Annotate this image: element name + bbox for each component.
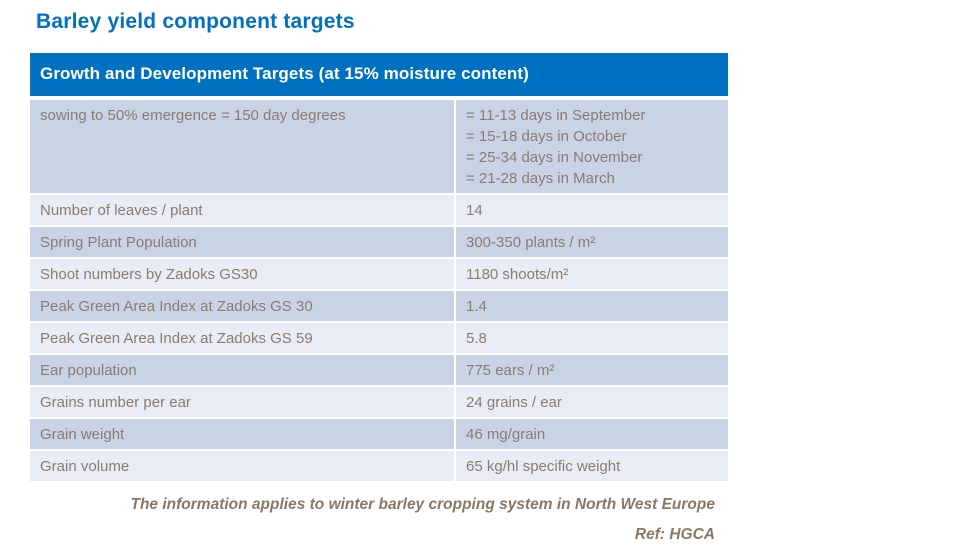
row-label-cell: Grains number per ear (30, 387, 454, 417)
row-label-cell: Number of leaves / plant (30, 195, 454, 225)
table-row: Peak Green Area Index at Zadoks GS 30 1.… (30, 291, 728, 321)
table-row: Grain volume 65 kg/hl specific weight (30, 451, 728, 481)
row-label-cell: sowing to 50% emergence = 150 day degree… (30, 100, 454, 193)
row-value-cell: 5.8 (456, 323, 728, 353)
row-label-cell: Ear population (30, 355, 454, 385)
row-value-cell: = 11-13 days in September = 15-18 days i… (456, 100, 728, 193)
row-value-cell: 46 mg/grain (456, 419, 728, 449)
table-row: Ear population 775 ears / m² (30, 355, 728, 385)
page-title: Barley yield component targets (36, 10, 355, 33)
row-label-cell: Peak Green Area Index at Zadoks GS 59 (30, 323, 454, 353)
footnote-text: The information applies to winter barley… (130, 496, 716, 513)
row-value-cell: 300-350 plants / m² (456, 227, 728, 257)
row-value-cell: 1.4 (456, 291, 728, 321)
row-value-cell: 775 ears / m² (456, 355, 728, 385)
table-row: Spring Plant Population 300-350 plants /… (30, 227, 728, 257)
row-value-cell: 14 (456, 195, 728, 225)
row-value-cell: 1180 shoots/m² (456, 259, 728, 289)
table-row: sowing to 50% emergence = 150 day degree… (30, 100, 728, 193)
reference-text: Ref: HGCA (634, 526, 715, 543)
row-value-cell: 24 grains / ear (456, 387, 728, 417)
table-row: Peak Green Area Index at Zadoks GS 59 5.… (30, 323, 728, 353)
table-header: Growth and Development Targets (at 15% m… (30, 53, 728, 96)
targets-table: Growth and Development Targets (at 15% m… (30, 53, 728, 483)
table-row: Shoot numbers by Zadoks GS30 1180 shoots… (30, 259, 728, 289)
table-row: Grain weight 46 mg/grain (30, 419, 728, 449)
row-label-cell: Shoot numbers by Zadoks GS30 (30, 259, 454, 289)
row-label-cell: Grain weight (30, 419, 454, 449)
table-row: Number of leaves / plant 14 (30, 195, 728, 225)
table-row: Grains number per ear 24 grains / ear (30, 387, 728, 417)
row-value-cell: 65 kg/hl specific weight (456, 451, 728, 481)
table-body: sowing to 50% emergence = 150 day degree… (30, 100, 728, 481)
footnote: The information applies to winter barley… (131, 490, 716, 550)
row-label-cell: Spring Plant Population (30, 227, 454, 257)
row-label-cell: Grain volume (30, 451, 454, 481)
row-label-cell: Peak Green Area Index at Zadoks GS 30 (30, 291, 454, 321)
